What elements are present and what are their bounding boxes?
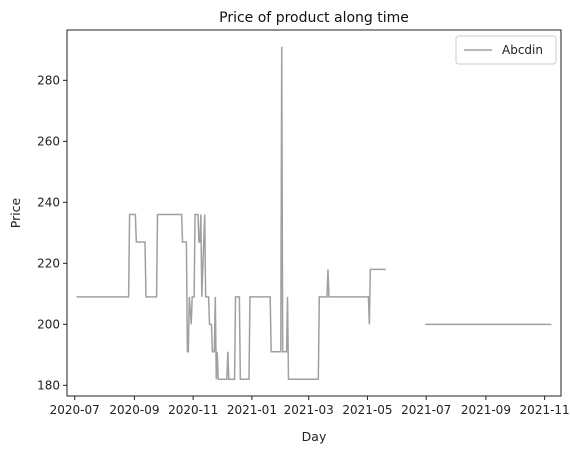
- y-tick-label: 240: [37, 195, 60, 209]
- x-tick-label: 2021-05: [342, 403, 392, 417]
- x-tick-label: 2021-07: [401, 403, 451, 417]
- y-tick-label: 200: [37, 317, 60, 331]
- series-line: [76, 46, 386, 380]
- x-axis-title: Day: [302, 429, 327, 444]
- y-axis: 180 200 220 240 260 280: [37, 73, 67, 392]
- y-tick-label: 220: [37, 256, 60, 270]
- y-axis-title: Price: [8, 197, 23, 228]
- x-tick-label: 2020-07: [50, 403, 100, 417]
- legend: Abcdin: [455, 35, 557, 65]
- legend-box: [455, 35, 557, 65]
- x-tick-label: 2021-09: [461, 403, 511, 417]
- x-tick-label: 2021-01: [227, 403, 277, 417]
- series-layer: [76, 46, 552, 380]
- x-tick-label: 2020-09: [109, 403, 159, 417]
- x-tick-label: 2021-03: [284, 403, 334, 417]
- chart-title: Price of product along time: [219, 10, 409, 26]
- x-tick-label: 2020-11: [168, 403, 218, 417]
- y-tick-label: 260: [37, 134, 60, 148]
- legend-label: Abcdin: [502, 43, 543, 57]
- plot-area: [66, 29, 562, 397]
- x-axis: 2020-07 2020-09 2020-11 2021-01 2021-03 2021-…: [50, 396, 570, 417]
- y-tick-label: 180: [37, 378, 60, 392]
- y-tick-label: 280: [37, 73, 60, 87]
- x-tick-label: 2021-11: [520, 403, 570, 417]
